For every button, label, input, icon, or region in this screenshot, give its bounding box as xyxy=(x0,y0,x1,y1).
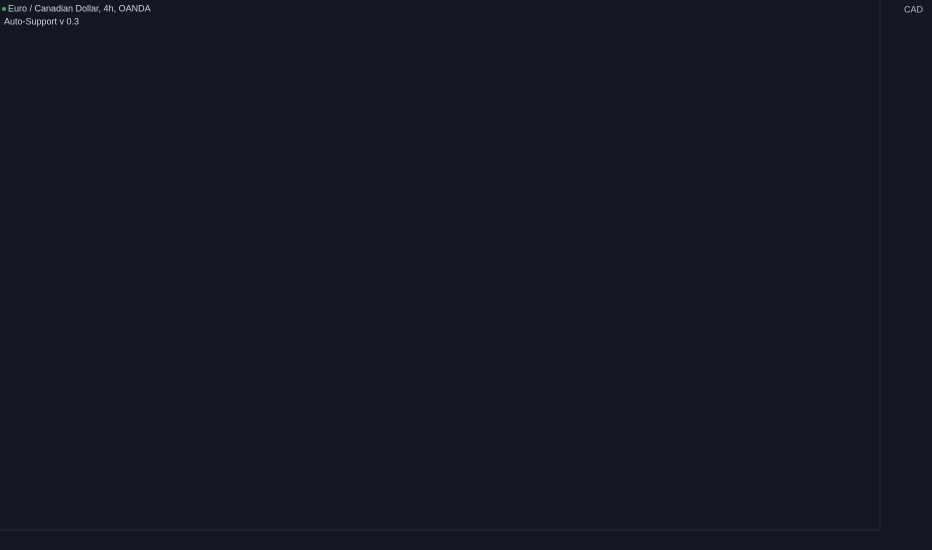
price-axis-panel xyxy=(880,0,932,550)
currency-label: CAD xyxy=(904,4,924,14)
status-dot xyxy=(2,7,6,11)
indicator-name: Auto-Support v 0.3 xyxy=(4,16,79,26)
symbol-title: Euro / Canadian Dollar, 4h, OANDA xyxy=(8,3,151,13)
